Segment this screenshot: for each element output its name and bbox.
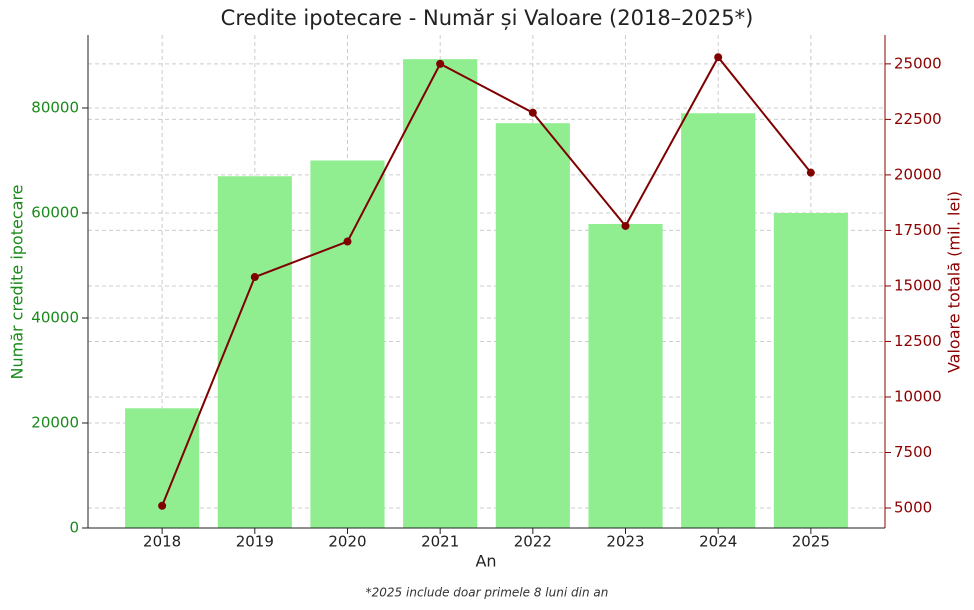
y2-tick-label: 10000 [894, 387, 942, 405]
line-marker [158, 501, 167, 510]
x-axis-label: An [475, 552, 496, 571]
x-tick-label: 2022 [514, 533, 552, 551]
y-axis-label: Număr credite ipotecare [8, 184, 27, 379]
y2-tick-label: 7500 [894, 443, 932, 461]
y2-tick-label: 25000 [894, 54, 942, 72]
line-marker [806, 168, 815, 177]
y-tick-label: 80000 [31, 98, 79, 116]
x-tick-label: 2021 [421, 533, 459, 551]
y2-tick-label: 12500 [894, 332, 942, 350]
line-marker [714, 53, 723, 62]
y2-tick-label: 20000 [894, 165, 942, 183]
grid [88, 35, 885, 529]
bar [310, 160, 385, 528]
bar [403, 59, 478, 529]
y2-tick-label: 17500 [894, 221, 942, 239]
bars [125, 59, 848, 529]
x-tick-label: 2018 [143, 533, 181, 551]
line-marker [436, 59, 445, 68]
line-marker [621, 221, 630, 230]
y-tick-label: 0 [69, 519, 79, 537]
y2-tick-label: 15000 [894, 276, 942, 294]
footnote: *2025 include doar primele 8 luni din an [366, 586, 609, 600]
chart-title: Credite ipotecare - Număr și Valoare (20… [221, 6, 754, 30]
x-tick-label: 2020 [328, 533, 366, 551]
line [161, 55, 812, 507]
bar [125, 408, 200, 528]
x-tick-label: 2023 [606, 533, 644, 551]
y2-tick-label: 5000 [894, 499, 932, 517]
bar [588, 224, 663, 528]
y-tick-label: 20000 [31, 413, 79, 431]
y-tick-label: 60000 [31, 203, 79, 221]
y2-axis-label: Valoare totală (mil. lei) [945, 191, 964, 373]
y2-tick-label: 22500 [894, 110, 942, 128]
line-marker [528, 108, 537, 117]
x-tick-label: 2019 [236, 533, 274, 551]
line-marker [250, 273, 259, 282]
y-tick-label: 40000 [31, 308, 79, 326]
bar [495, 123, 570, 529]
line-marker [343, 237, 352, 246]
bar [681, 113, 756, 528]
bar [773, 212, 848, 529]
x-tick-label: 2024 [699, 533, 737, 551]
bar [217, 176, 292, 528]
x-tick-label: 2025 [792, 533, 830, 551]
